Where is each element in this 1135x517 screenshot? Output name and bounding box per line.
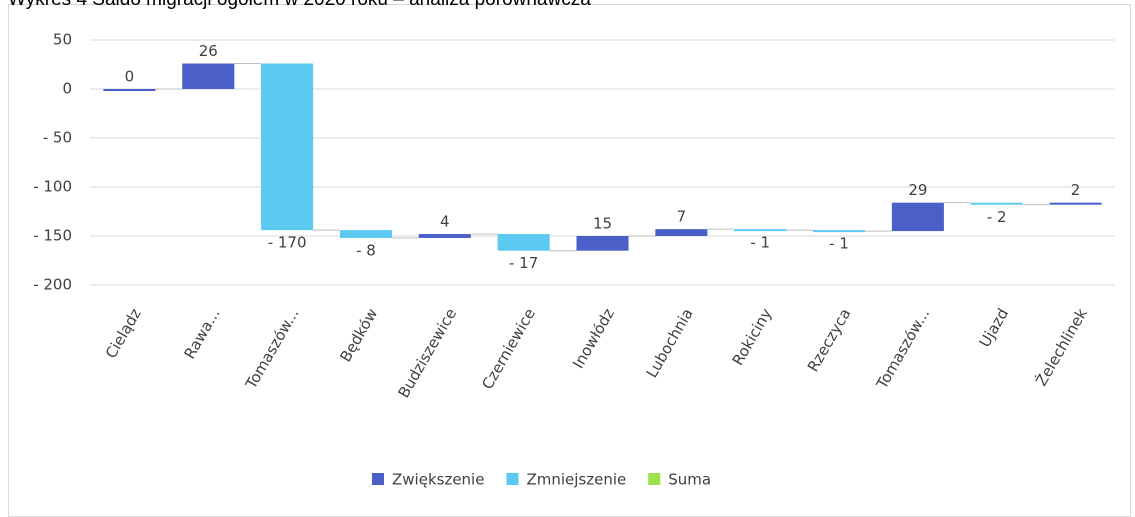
x-tick-label: Budziszewice xyxy=(394,305,460,401)
bar xyxy=(1049,202,1102,205)
bar xyxy=(182,63,235,89)
chart-title: Wykres 4 Saldo migracji ogółem w 2020 ro… xyxy=(8,0,591,10)
data-label: 26 xyxy=(199,42,218,60)
data-label: - 1 xyxy=(750,234,770,252)
data-label: - 8 xyxy=(356,241,376,259)
legend-swatch xyxy=(506,473,519,485)
bar xyxy=(891,202,944,232)
x-tick-label: Będków xyxy=(336,305,381,365)
x-tick-label: Lubochnia xyxy=(643,305,697,381)
legend-label: Zmniejszenie xyxy=(526,471,626,489)
data-label: 7 xyxy=(677,208,687,226)
bar xyxy=(576,236,629,251)
y-tick-label: - 50 xyxy=(43,129,72,147)
data-label: 29 xyxy=(908,181,927,199)
legend-swatch xyxy=(648,473,661,485)
data-label: - 1 xyxy=(829,235,849,253)
data-label: - 2 xyxy=(987,208,1007,226)
bar xyxy=(970,202,1023,205)
bar xyxy=(734,229,787,232)
bar xyxy=(813,230,866,233)
y-tick-label: - 200 xyxy=(33,276,72,294)
bar xyxy=(339,230,392,238)
bar xyxy=(418,234,471,238)
legend-swatch xyxy=(372,473,384,485)
x-tick-label: Rokiciny xyxy=(729,305,776,368)
y-tick-label: 50 xyxy=(53,31,72,49)
x-tick-label: Tomaszów... xyxy=(242,305,303,393)
data-label: 0 xyxy=(125,68,135,86)
y-tick-label: 0 xyxy=(62,80,72,98)
data-label: - 170 xyxy=(268,234,307,252)
x-tick-label: Ujazd xyxy=(976,305,1012,350)
legend-label: Suma xyxy=(668,471,711,489)
data-label: 2 xyxy=(1071,181,1081,199)
y-tick-label: - 100 xyxy=(33,178,72,196)
legend-label: Zwiększenie xyxy=(392,471,484,489)
bar xyxy=(103,89,156,91)
bar xyxy=(261,63,314,231)
x-tick-label: Inowłódz xyxy=(569,305,618,371)
chart-frame xyxy=(8,4,1131,517)
x-tick-label: Czerniewice xyxy=(478,305,539,392)
x-tick-label: Rzeczyca xyxy=(804,305,855,375)
x-tick-label: Żelechlinek xyxy=(1031,304,1091,389)
x-tick-label: Rawa... xyxy=(181,305,224,362)
bar xyxy=(497,234,550,251)
x-tick-label: Tomaszów... xyxy=(872,305,933,393)
data-label: 4 xyxy=(440,213,450,231)
data-label: - 17 xyxy=(509,254,538,272)
y-tick-label: - 150 xyxy=(33,227,72,245)
bar xyxy=(655,229,708,236)
data-label: 15 xyxy=(593,215,612,233)
x-tick-label: Cielądz xyxy=(102,305,145,361)
